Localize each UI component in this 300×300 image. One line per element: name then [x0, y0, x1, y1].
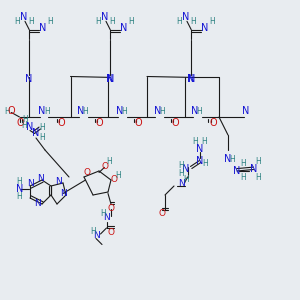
- Text: N: N: [154, 106, 161, 116]
- Text: N: N: [201, 22, 208, 33]
- Text: H: H: [240, 172, 246, 182]
- Text: H: H: [22, 116, 28, 124]
- Text: H: H: [47, 17, 53, 26]
- Text: H: H: [16, 192, 22, 201]
- Text: H: H: [90, 227, 96, 236]
- Text: O: O: [107, 204, 115, 213]
- Text: O: O: [83, 168, 91, 177]
- Text: H: H: [178, 169, 184, 178]
- Text: H: H: [190, 17, 196, 26]
- Text: H: H: [255, 172, 261, 182]
- Text: N: N: [38, 106, 46, 116]
- Text: N: N: [178, 178, 185, 188]
- Text: N: N: [77, 106, 85, 116]
- Text: H: H: [4, 106, 10, 116]
- Text: N: N: [196, 143, 203, 154]
- Text: N: N: [188, 74, 195, 85]
- Text: H: H: [176, 17, 182, 26]
- Text: H: H: [39, 134, 45, 142]
- Text: N: N: [103, 213, 110, 222]
- Text: H: H: [240, 159, 246, 168]
- Text: O: O: [110, 176, 118, 184]
- Text: H: H: [209, 17, 215, 26]
- Text: H: H: [196, 106, 202, 116]
- Text: H: H: [183, 175, 189, 184]
- Text: N: N: [188, 74, 195, 85]
- Text: N: N: [26, 122, 34, 133]
- Text: N: N: [196, 155, 203, 166]
- Text: H: H: [14, 17, 20, 26]
- Text: O: O: [158, 208, 166, 217]
- Text: N: N: [26, 74, 33, 85]
- Text: N: N: [116, 106, 124, 116]
- Text: H: H: [202, 159, 208, 168]
- Text: N: N: [182, 164, 190, 175]
- Text: N: N: [32, 128, 40, 139]
- Text: N: N: [106, 74, 114, 85]
- Text: O: O: [107, 228, 115, 237]
- Text: N: N: [191, 106, 199, 116]
- Text: H: H: [44, 106, 50, 116]
- Text: N: N: [101, 12, 108, 22]
- Text: H: H: [122, 106, 128, 116]
- Text: H: H: [192, 136, 198, 146]
- Text: H: H: [39, 123, 45, 132]
- Text: H: H: [16, 177, 22, 186]
- Text: N: N: [39, 22, 46, 33]
- Text: N: N: [106, 74, 114, 85]
- Text: N: N: [60, 189, 66, 198]
- Text: H: H: [201, 136, 207, 146]
- Text: O: O: [101, 162, 109, 171]
- Text: H: H: [82, 106, 88, 116]
- Text: H: H: [159, 106, 165, 116]
- Text: H: H: [110, 17, 115, 26]
- Text: H: H: [28, 17, 34, 26]
- Text: N: N: [34, 200, 41, 208]
- Text: N: N: [182, 12, 189, 22]
- Text: H: H: [95, 17, 100, 26]
- Text: H: H: [116, 171, 122, 180]
- Text: N: N: [242, 106, 250, 116]
- Text: N: N: [93, 231, 99, 240]
- Text: H: H: [128, 17, 134, 26]
- Text: N: N: [224, 154, 232, 164]
- Text: N: N: [55, 177, 62, 186]
- Text: N: N: [233, 166, 241, 176]
- Text: H: H: [21, 122, 27, 130]
- Text: N: N: [250, 164, 257, 175]
- Text: O: O: [209, 118, 217, 128]
- Text: O: O: [134, 118, 142, 128]
- Text: H: H: [230, 154, 236, 164]
- Text: H: H: [106, 158, 112, 166]
- Text: O: O: [16, 118, 24, 128]
- Text: N: N: [16, 184, 23, 194]
- Text: H: H: [178, 160, 184, 169]
- Text: N: N: [37, 174, 44, 183]
- Text: H: H: [100, 209, 106, 218]
- Text: N: N: [20, 12, 27, 22]
- Text: O: O: [95, 118, 103, 128]
- Text: H: H: [255, 158, 261, 166]
- Text: N: N: [27, 178, 33, 188]
- Text: N: N: [120, 22, 128, 33]
- Text: O: O: [172, 118, 179, 128]
- Text: O: O: [58, 118, 65, 128]
- Text: O: O: [8, 106, 15, 116]
